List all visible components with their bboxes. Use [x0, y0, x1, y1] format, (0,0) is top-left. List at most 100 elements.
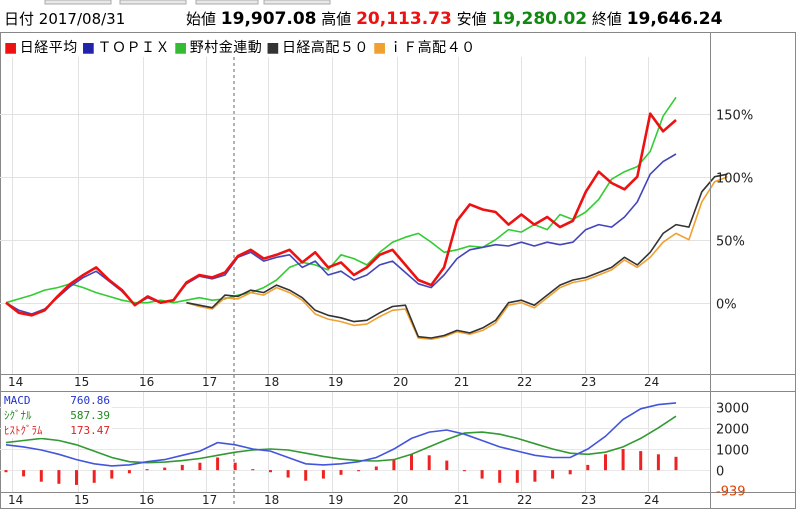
y-tick-label: -939	[716, 485, 746, 500]
macd-label-value: 760.86	[70, 394, 110, 407]
x-tick-label: 18	[264, 375, 279, 389]
legend-marker: ■	[266, 40, 280, 56]
histogram-bar	[163, 467, 167, 471]
open-value: 19,907.08	[220, 9, 317, 29]
histogram-bar	[198, 462, 202, 471]
series-line-nomura	[5, 96, 677, 304]
main-gridlines	[0, 57, 710, 374]
x-tick-label: 21	[454, 375, 469, 389]
legend-label: ＴＯＰＩＸ	[97, 40, 170, 56]
legend-marker: ■	[173, 40, 188, 56]
series-line-macd	[5, 402, 677, 467]
legend-item-0: ■ 日経平均	[4, 40, 80, 56]
x-tick-label: 19	[328, 493, 343, 507]
histogram-bar	[374, 466, 378, 471]
histogram-bar	[392, 459, 396, 471]
x-tick-label: 22	[517, 493, 532, 507]
x-tick-label: 19	[328, 375, 343, 389]
x-tick-label: 24	[644, 375, 659, 389]
x-tick-label: 16	[139, 375, 154, 389]
histogram-bar	[251, 469, 255, 471]
x-tick-label: 17	[202, 375, 217, 389]
histogram-bar	[92, 470, 96, 483]
y-tick-label: 100%	[716, 172, 753, 187]
x-tick-label: 23	[581, 493, 596, 507]
x-tick-label: 20	[393, 493, 408, 507]
y-tick-label: 0	[716, 465, 724, 480]
ohlc-readout: 始値 19,907.08 高値 20,113.73 安値 19,280.02 終…	[186, 8, 722, 29]
y-tick-label: 150%	[716, 109, 753, 124]
x-tick-label: 24	[644, 493, 659, 507]
x-tick-label: 17	[202, 493, 217, 507]
macd-series	[4, 402, 678, 485]
date-readout: 日付 2017/08/31	[4, 8, 125, 29]
x-tick-label: 14	[8, 375, 23, 389]
x-tick-label: 15	[74, 375, 89, 389]
histogram-bar	[321, 470, 325, 479]
main-series	[5, 96, 728, 341]
histogram-bar	[586, 464, 590, 471]
histogram-bar	[410, 454, 413, 471]
x-tick-label: 20	[393, 375, 408, 389]
x-tick-label: 23	[581, 375, 596, 389]
histogram-bar	[533, 470, 537, 482]
legend-label: 日経平均	[19, 40, 78, 56]
close-value: 19,646.24	[626, 9, 723, 29]
histogram-bar	[515, 470, 519, 483]
x-tick-label: 21	[454, 493, 469, 507]
histogram-bar	[233, 462, 237, 471]
macd-label-0: MACD 760.86	[2, 393, 112, 408]
top-tab-strip	[44, 0, 331, 5]
legend-label: 野村金連動	[189, 40, 263, 56]
histogram-bar	[269, 470, 272, 473]
open-label: 始値	[186, 10, 217, 28]
y-tick-label: 3000	[716, 402, 749, 417]
macd-label-name: MACD	[4, 394, 31, 407]
series-line-nikkei_hd50	[186, 173, 728, 339]
high-value: 20,113.73	[356, 9, 452, 29]
macd-label-value: 173.47	[70, 424, 110, 437]
histogram-bar	[656, 454, 660, 471]
date-label: 日付	[4, 10, 35, 28]
histogram-bar	[427, 455, 431, 471]
series-line-signal	[5, 415, 677, 464]
x-tick-label: 14	[8, 493, 23, 507]
legend-item-1: ■ ＴＯＰＩＸ	[82, 40, 172, 56]
histogram-bar	[568, 470, 572, 475]
series-line-if_hd40	[186, 175, 728, 341]
histogram-bar	[75, 470, 78, 485]
histogram-bar	[57, 470, 61, 484]
macd-label-name: ﾋｽﾄｸﾞﾗﾑ	[4, 424, 43, 437]
legend-label: 日経高配５０	[281, 40, 369, 56]
histogram-bar	[145, 469, 149, 471]
y-tick-label: 50%	[716, 235, 745, 250]
x-tick-label: 18	[264, 493, 279, 507]
axes: 14 14 15 15 16 16 17 17 18 18 19 19 20 20 21 21 22 22 23 23…	[0, 33, 796, 508]
legend: ■ 日経平均 ■ ＴＯＰＩＸ ■ 野村金連動 ■ 日経高配５０ ■ ｉＦ高配４０	[4, 37, 480, 57]
macd-label-value: 587.39	[70, 409, 110, 422]
histogram-bar	[639, 451, 643, 471]
histogram-bar	[4, 470, 8, 473]
histogram-bar	[127, 470, 131, 474]
histogram-bar	[445, 460, 449, 471]
y-tick-label: 1000	[716, 444, 749, 459]
legend-marker: ■	[372, 40, 387, 56]
high-label: 高値	[321, 10, 352, 28]
x-tick-label: 16	[139, 493, 154, 507]
macd-label-2: ﾋｽﾄｸﾞﾗﾑ 173.47	[2, 423, 112, 438]
legend-label: ｉＦ高配４０	[388, 40, 476, 56]
legend-marker: ■	[81, 40, 96, 56]
close-label: 終値	[591, 10, 622, 28]
macd-label-1: ｼｸﾞﾅﾙ 587.39	[2, 408, 112, 423]
histogram-bar	[22, 470, 26, 477]
histogram-bar	[180, 464, 184, 471]
histogram-bar	[339, 470, 343, 475]
histogram-bar	[674, 456, 678, 471]
low-value: 19,280.02	[491, 9, 588, 29]
histogram-bar	[39, 470, 43, 482]
histogram-bar	[621, 449, 625, 471]
histogram-bar	[604, 454, 607, 471]
legend-item-4: ■ ｉＦ高配４０	[373, 40, 478, 56]
histogram-bar	[110, 470, 114, 479]
